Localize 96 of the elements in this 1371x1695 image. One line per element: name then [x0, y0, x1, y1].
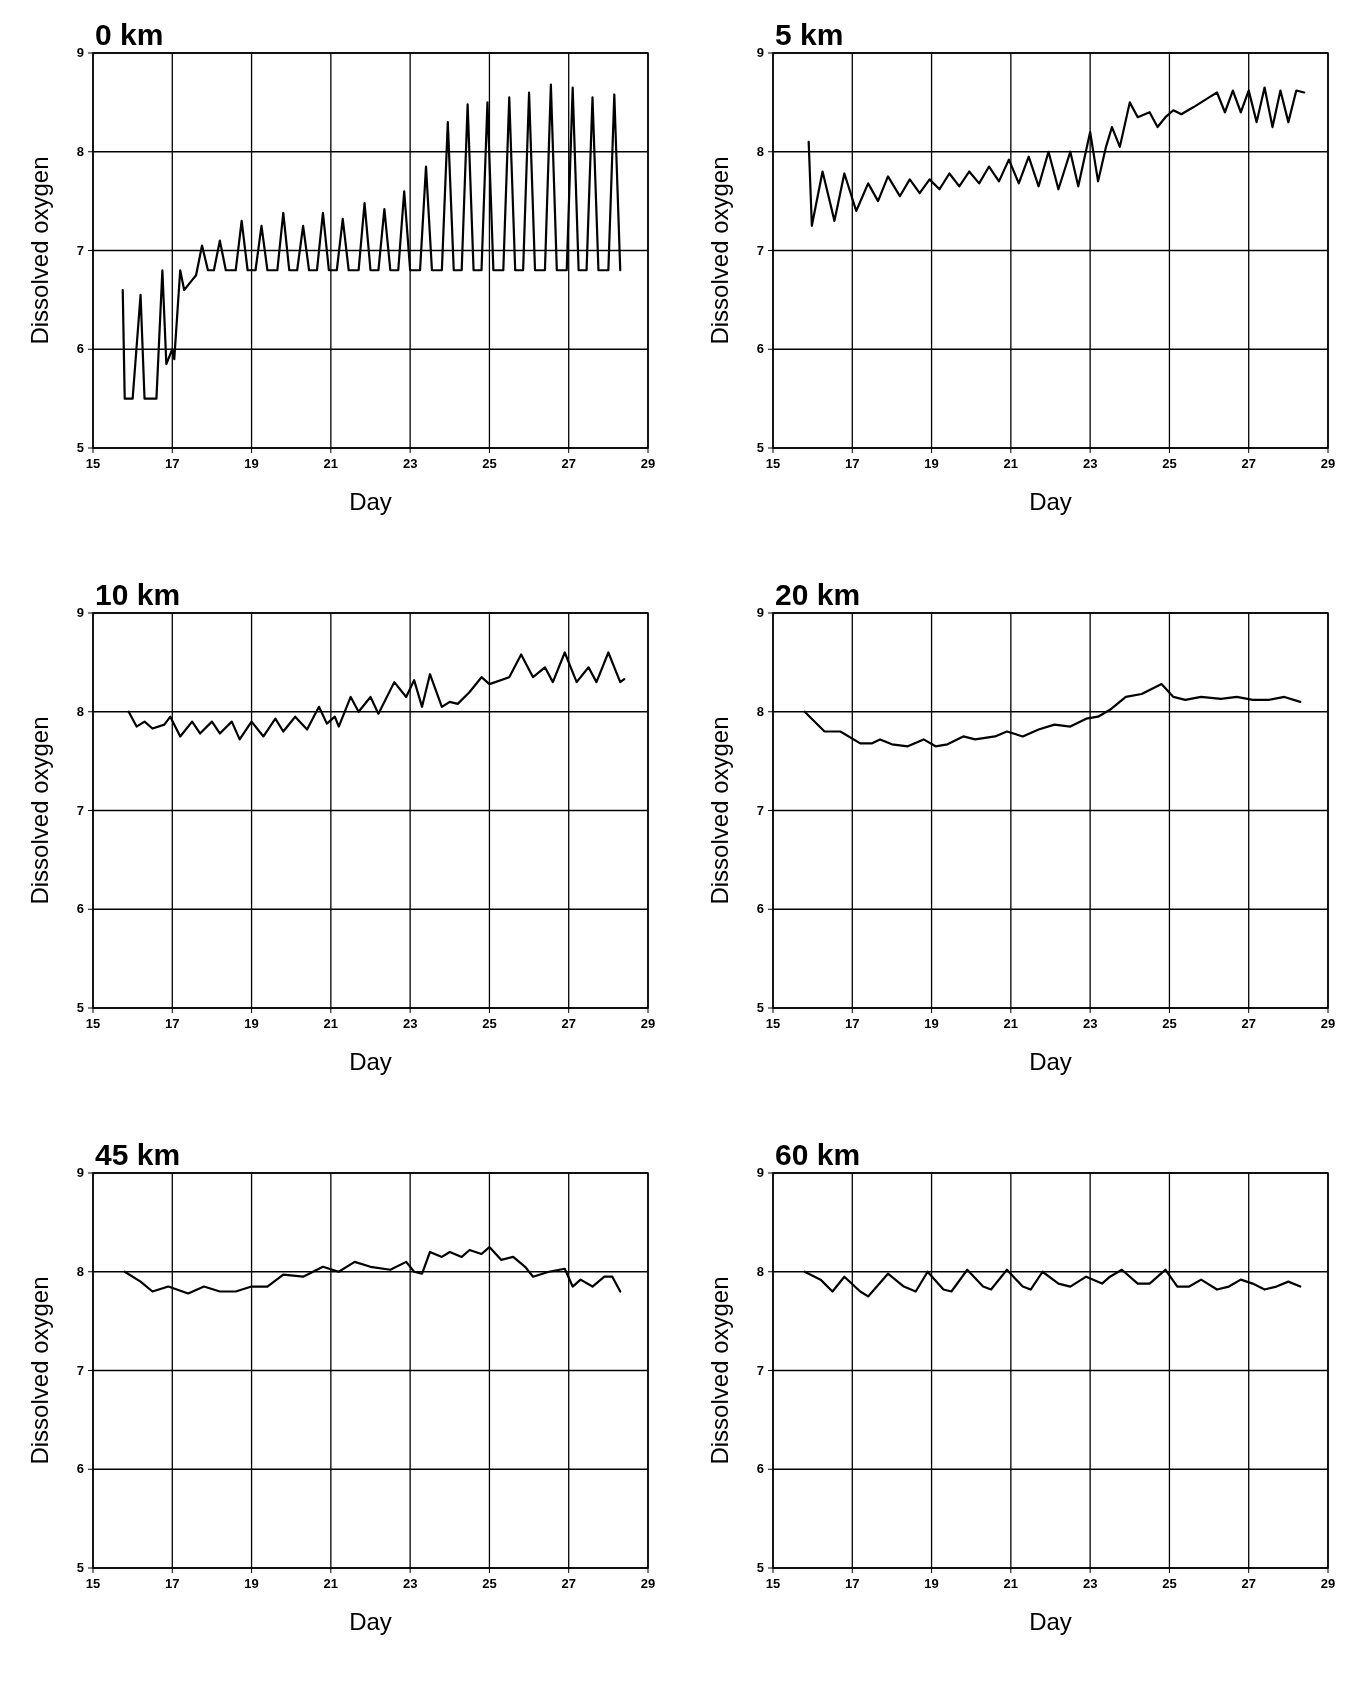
y-tick-label: 7 — [756, 1362, 764, 1378]
x-tick-label: 29 — [1320, 456, 1336, 471]
x-tick-label: 15 — [765, 456, 781, 471]
x-tick-label: 29 — [640, 1016, 656, 1031]
x-tick-label: 27 — [561, 1016, 576, 1031]
y-tick-label: 8 — [756, 1263, 764, 1279]
x-tick-label: 15 — [765, 1016, 781, 1031]
x-tick-label: 19 — [244, 1016, 259, 1031]
x-tick-label: 21 — [1003, 456, 1019, 471]
x-tick-label: 21 — [323, 456, 339, 471]
x-tick-label: 17 — [845, 1576, 860, 1591]
x-tick-label: 21 — [1003, 1576, 1019, 1591]
x-tick-label: 27 — [1241, 456, 1256, 471]
x-axis-title: Day — [1029, 488, 1072, 515]
x-axis-title: Day — [1029, 1608, 1072, 1635]
x-tick-label: 21 — [1003, 1016, 1019, 1031]
y-tick-label: 5 — [756, 1000, 764, 1015]
chart-title: 60 km — [775, 1138, 861, 1171]
x-tick-label: 21 — [323, 1016, 339, 1031]
chart-title: 10 km — [95, 578, 181, 611]
x-tick-label: 27 — [561, 1576, 576, 1591]
x-tick-label: 25 — [482, 1576, 497, 1591]
x-tick-label: 23 — [1082, 1576, 1098, 1591]
x-tick-label: 29 — [1320, 1016, 1336, 1031]
y-axis-title: Dissolved oxygen — [706, 716, 733, 905]
x-tick-label: 23 — [402, 456, 418, 471]
y-axis-title: Dissolved oxygen — [706, 1276, 733, 1465]
y-tick-label: 9 — [756, 605, 764, 620]
y-tick-label: 9 — [76, 1165, 84, 1180]
x-tick-label: 25 — [482, 456, 497, 471]
y-tick-label: 8 — [76, 143, 84, 159]
x-tick-label: 23 — [402, 1016, 418, 1031]
y-tick-label: 5 — [76, 1000, 84, 1015]
x-tick-label: 23 — [1082, 1016, 1098, 1031]
y-tick-label: 7 — [756, 242, 764, 258]
y-tick-label: 7 — [76, 802, 84, 818]
y-axis-title: Dissolved oxygen — [26, 716, 53, 905]
y-tick-label: 5 — [756, 1560, 764, 1575]
y-tick-label: 5 — [756, 440, 764, 455]
x-tick-label: 23 — [402, 1576, 418, 1591]
chart-title: 5 km — [775, 18, 844, 51]
x-tick-label: 27 — [1241, 1016, 1256, 1031]
y-axis-title: Dissolved oxygen — [706, 156, 733, 345]
x-tick-label: 25 — [1162, 456, 1177, 471]
y-tick-label: 9 — [756, 45, 764, 60]
chart-title: 20 km — [775, 578, 861, 611]
x-tick-label: 19 — [924, 1576, 939, 1591]
x-tick-label: 17 — [165, 1016, 180, 1031]
x-tick-label: 25 — [1162, 1576, 1177, 1591]
x-tick-label: 15 — [85, 1016, 101, 1031]
x-tick-label: 27 — [1241, 1576, 1256, 1591]
x-tick-label: 29 — [1320, 1576, 1336, 1591]
x-axis-title: Day — [349, 488, 392, 515]
x-tick-label: 19 — [244, 456, 259, 471]
x-tick-label: 19 — [244, 1576, 259, 1591]
y-tick-label: 6 — [76, 1461, 84, 1477]
y-tick-label: 8 — [756, 703, 764, 719]
y-tick-label: 7 — [76, 1362, 84, 1378]
x-tick-label: 15 — [85, 456, 101, 471]
y-tick-label: 6 — [756, 1461, 764, 1477]
y-tick-label: 6 — [76, 341, 84, 357]
x-tick-label: 15 — [765, 1576, 781, 1591]
y-tick-label: 6 — [756, 901, 764, 917]
x-tick-label: 17 — [165, 456, 180, 471]
x-tick-label: 29 — [640, 456, 656, 471]
y-tick-label: 9 — [76, 45, 84, 60]
x-tick-label: 25 — [1162, 1016, 1177, 1031]
x-axis-title: Day — [1029, 1048, 1072, 1075]
y-tick-label: 5 — [76, 1560, 84, 1575]
x-tick-label: 23 — [1082, 456, 1098, 471]
x-tick-label: 25 — [482, 1016, 497, 1031]
x-axis-title: Day — [349, 1608, 392, 1635]
y-tick-label: 8 — [76, 703, 84, 719]
y-tick-label: 6 — [76, 901, 84, 917]
x-tick-label: 17 — [845, 456, 860, 471]
x-tick-label: 27 — [561, 456, 576, 471]
y-tick-label: 5 — [76, 440, 84, 455]
y-axis-title: Dissolved oxygen — [26, 1276, 53, 1465]
x-axis-title: Day — [349, 1048, 392, 1075]
x-tick-label: 17 — [165, 1576, 180, 1591]
x-tick-label: 19 — [924, 456, 939, 471]
x-tick-label: 29 — [640, 1576, 656, 1591]
y-tick-label: 7 — [76, 242, 84, 258]
y-axis-title: Dissolved oxygen — [26, 156, 53, 345]
y-tick-label: 6 — [756, 341, 764, 357]
y-tick-label: 8 — [756, 143, 764, 159]
x-tick-label: 21 — [323, 1576, 339, 1591]
y-tick-label: 9 — [76, 605, 84, 620]
x-tick-label: 15 — [85, 1576, 101, 1591]
y-tick-label: 7 — [756, 802, 764, 818]
y-tick-label: 8 — [76, 1263, 84, 1279]
x-tick-label: 19 — [924, 1016, 939, 1031]
chart-title: 0 km — [95, 18, 164, 51]
chart-title: 45 km — [95, 1138, 181, 1171]
x-tick-label: 17 — [845, 1016, 860, 1031]
y-tick-label: 9 — [756, 1165, 764, 1180]
